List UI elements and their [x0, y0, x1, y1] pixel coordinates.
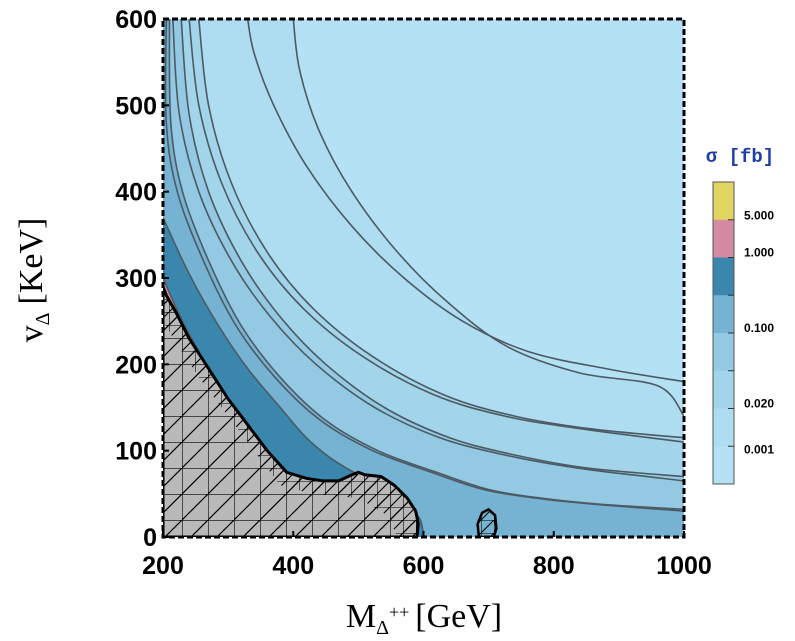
excluded-fine-hatch: [163, 286, 419, 537]
contour-line-sigma-0.02-0.05fb: [198, 19, 684, 439]
contour-line-extra-3: [188, 19, 684, 443]
colorbar-band: [713, 370, 734, 409]
colorbar-band: [713, 446, 734, 485]
contour-line-sigma-0.001-0.02fb: [292, 19, 684, 417]
excluded-region-outline: [163, 286, 420, 537]
x-axis: 200 400 600 800 1000: [142, 531, 712, 580]
x-tick-label: 200: [142, 552, 184, 580]
colorbar-band: [713, 408, 734, 447]
y-tick-label: 200: [115, 351, 157, 379]
x-tick-label: 400: [272, 552, 314, 580]
colorbar-tick-label: 1.000: [744, 246, 774, 260]
y-tick-label: 600: [115, 6, 157, 34]
contour-line-extra-2: [172, 19, 684, 482]
contour-line-extra-4: [246, 19, 684, 383]
colorbar-title: σ [fb]: [706, 146, 774, 168]
y-label-main: v: [13, 325, 50, 342]
y-label-unit: [KeV]: [13, 218, 50, 305]
x-axis-label: MΔ++ [GeV]: [346, 598, 502, 639]
colorbar-tick-label: 0.100: [744, 321, 774, 335]
y-axis: 0 100 200 300 400 500 600: [115, 6, 169, 552]
colorbar-tick-label: 5.000: [744, 209, 774, 223]
x-tick-label: 600: [403, 552, 445, 580]
x-tick-label: 800: [533, 552, 575, 580]
contour-line-extra-1: [164, 19, 684, 512]
plot-area: [163, 19, 684, 537]
x-label-main: M: [346, 598, 376, 635]
colorbar-band: [713, 257, 734, 296]
colorbar-tick-label: 0.020: [744, 397, 774, 411]
y-tick-label: 400: [115, 179, 157, 207]
colorbar-tick-label: 0.001: [744, 442, 774, 456]
y-tick-label: 300: [115, 265, 157, 293]
y-label-sub: Δ: [32, 312, 54, 325]
x-tick-label: 1000: [656, 552, 712, 580]
y-axis-label: vΔ [KeV]: [13, 218, 54, 343]
region-sigma-0.1-0.5fb: [163, 19, 684, 537]
excluded-fine-band: [163, 286, 419, 537]
colorbar: σ [fb] 5.000 1.000 0.100 0.020 0.001: [706, 146, 774, 485]
y-tick-label: 500: [115, 92, 157, 120]
contour-line-sigma-0.05-0.1fb: [180, 19, 684, 478]
colorbar-band: [713, 219, 734, 258]
colorbar-band: [713, 333, 734, 372]
colorbar-band: [713, 295, 734, 334]
x-label-unit: [GeV]: [415, 598, 502, 635]
y-tick-label: 100: [115, 438, 157, 466]
x-label-sub: Δ: [376, 617, 389, 639]
x-label-sup: ++: [389, 602, 409, 622]
y-tick-label: 0: [143, 524, 157, 552]
colorbar-band: [713, 182, 734, 221]
